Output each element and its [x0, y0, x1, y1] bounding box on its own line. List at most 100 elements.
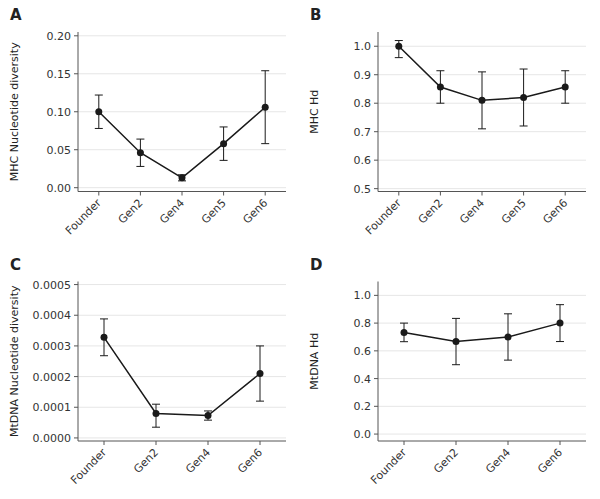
- x-tick-label: Gen2: [131, 446, 161, 476]
- y-tick: [74, 407, 78, 408]
- y-tick-label: 0.0005: [33, 279, 72, 292]
- y-tick: [374, 378, 378, 379]
- grid-line: [378, 131, 586, 132]
- y-tick: [74, 111, 78, 112]
- error-bar-cap: [152, 404, 160, 405]
- y-tick-label: 0.0: [354, 428, 372, 441]
- error-bar-cap: [400, 323, 408, 324]
- marker: [453, 338, 460, 345]
- y-tick: [74, 187, 78, 188]
- x-tick: [440, 192, 441, 196]
- marker: [257, 370, 264, 377]
- y-tick: [74, 284, 78, 285]
- error-bar-cap: [100, 318, 108, 319]
- y-tick-label: 0.15: [47, 68, 72, 81]
- panel-label: A: [10, 6, 22, 24]
- error-bar-cap: [452, 364, 460, 365]
- x-tick: [140, 192, 141, 196]
- x-tick-label: Founder: [368, 446, 409, 487]
- marker: [562, 83, 569, 90]
- marker: [95, 108, 102, 115]
- x-tick-label: Gen4: [457, 196, 487, 226]
- x-tick-label: Gen2: [416, 196, 446, 226]
- x-axis: [378, 441, 586, 442]
- panel: D0.00.20.40.60.81.0MtDNA HdFounderGen2Ge…: [308, 256, 586, 487]
- plot-area: [100, 319, 264, 427]
- y-axis: [378, 282, 379, 442]
- y-tick: [74, 315, 78, 316]
- x-tick-label: Gen6: [535, 446, 565, 476]
- grid-line: [378, 323, 586, 324]
- y-tick-label: 0.0001: [33, 401, 72, 414]
- y-tick-label: 0.4: [354, 373, 372, 386]
- y-tick: [74, 376, 78, 377]
- y-axis-label: MtDNA Hd: [308, 333, 321, 390]
- y-tick: [374, 74, 378, 75]
- x-tick: [398, 192, 399, 196]
- y-tick: [374, 46, 378, 47]
- error-bar-cap: [204, 420, 212, 421]
- x-tick-label: Gen4: [183, 446, 213, 476]
- x-tick: [523, 192, 524, 196]
- panel: B0.50.60.70.80.91.0MHC HdFounderGen2Gen4…: [308, 6, 586, 237]
- y-tick-label: 0.0004: [33, 309, 72, 322]
- x-tick: [265, 192, 266, 196]
- error-bar-cap: [100, 355, 108, 356]
- marker: [505, 333, 512, 340]
- y-tick: [74, 437, 78, 438]
- error-bar-cap: [220, 126, 228, 127]
- panel: C0.00000.00010.00020.00030.00040.0005MtD…: [8, 256, 286, 487]
- grid-line: [378, 295, 586, 296]
- error-bar-cap: [561, 70, 569, 71]
- x-tick: [560, 441, 561, 445]
- error-bar-cap: [504, 360, 512, 361]
- error-bar: [400, 323, 408, 342]
- error-bar-cap: [261, 70, 269, 71]
- series-line: [399, 46, 565, 100]
- y-axis-label: MHC Hd: [308, 90, 321, 134]
- error-bar-cap: [556, 304, 564, 305]
- y-tick: [74, 149, 78, 150]
- y-axis-label: MHC Nucleotide diversity: [8, 42, 21, 181]
- marker: [401, 329, 408, 336]
- grid-line: [78, 35, 286, 36]
- grid-line: [378, 46, 586, 47]
- error-bar-cap: [400, 341, 408, 342]
- series-line: [99, 107, 265, 178]
- marker: [101, 334, 108, 341]
- figure: A0.000.050.100.150.20MHC Nucleotide dive…: [0, 0, 600, 499]
- y-tick-label: 0.7: [354, 126, 372, 139]
- marker: [179, 174, 186, 181]
- error-bar-cap: [204, 410, 212, 411]
- marker: [262, 104, 269, 111]
- error-bar-cap: [556, 341, 564, 342]
- grid-line: [378, 406, 586, 407]
- y-tick: [374, 103, 378, 104]
- x-tick: [208, 441, 209, 445]
- grid-line: [78, 407, 286, 408]
- grid-line: [78, 437, 286, 438]
- panel-label: B: [310, 6, 321, 24]
- x-tick: [456, 441, 457, 445]
- error-bar: [556, 305, 564, 342]
- x-tick-label: Gen6: [235, 446, 265, 476]
- plot-area: [395, 41, 569, 129]
- x-tick-label: Gen2: [431, 446, 461, 476]
- error-bar: [436, 71, 444, 103]
- y-tick-label: 0.00: [47, 182, 72, 195]
- grid-line: [78, 315, 286, 316]
- x-tick: [98, 192, 99, 196]
- grid-line: [378, 434, 586, 435]
- y-tick: [74, 35, 78, 36]
- y-tick-label: 1.0: [354, 40, 372, 53]
- error-bar: [152, 404, 160, 427]
- error-bar: [256, 346, 264, 401]
- y-tick-label: 0.10: [47, 106, 72, 119]
- error-bar-cap: [520, 69, 528, 70]
- grid-line: [78, 73, 286, 74]
- error-bar-cap: [478, 128, 486, 129]
- y-tick-label: 0.05: [47, 144, 72, 157]
- error-bar: [520, 69, 528, 126]
- x-tick-label: Gen6: [540, 196, 570, 226]
- panel: A0.000.050.100.150.20MHC Nucleotide dive…: [8, 6, 286, 237]
